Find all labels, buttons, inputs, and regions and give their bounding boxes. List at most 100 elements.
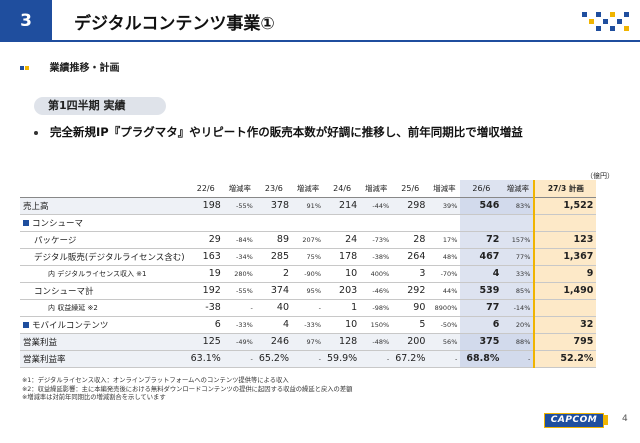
pct-cell: - [292, 350, 324, 368]
value-cell: 4 [460, 265, 503, 283]
value-cell: 374 [255, 282, 292, 300]
pct-cell [223, 214, 256, 232]
plan-cell: 52.2% [533, 350, 597, 368]
pct-header: 増減率 [223, 180, 256, 198]
pct-cell: -46% [360, 282, 393, 300]
value-cell: 90 [392, 299, 429, 317]
pct-cell: 207% [292, 231, 324, 249]
headline-text: 完全新規IP『プラグマタ』やリピート作の販売本数が好調に推移し、前年同期比で増収… [50, 125, 523, 139]
value-cell: -38 [187, 299, 224, 317]
pct-cell: -90% [292, 265, 324, 283]
plan-header: 27/3 計画 [533, 180, 597, 198]
value-cell: 467 [460, 248, 503, 266]
pct-cell: -48% [360, 333, 393, 351]
value-cell: 375 [460, 333, 503, 351]
slide-header: 3 デジタルコンテンツ事業① [0, 0, 640, 42]
row-label: 営業利益率 [20, 350, 188, 368]
value-cell: 28 [392, 231, 429, 249]
pct-cell: 88% [502, 333, 535, 351]
table-row: 内 デジタルライセンス収入 ※1 19 280% 2 -90% 10 400% 3 -70% 4 3… [20, 265, 597, 283]
value-cell: 68.8% [460, 350, 503, 368]
value-cell: 125 [187, 333, 224, 351]
pct-cell: - [360, 350, 393, 368]
pct-cell: 44% [428, 282, 461, 300]
subheading: 業績推移・計画 [20, 59, 119, 74]
plan-cell: 9 [533, 265, 597, 283]
pct-cell: -73% [360, 231, 393, 249]
value-cell: 72 [460, 231, 503, 249]
table-row: デジタル販売(デジタルライセンス含む) 163 -34% 285 75% 178 -38% 2… [20, 248, 597, 266]
pct-cell: -70% [428, 265, 461, 283]
pct-cell: - [502, 350, 535, 368]
page-number: 4 [622, 414, 628, 424]
pct-cell: 75% [292, 248, 324, 266]
value-cell: 6 [187, 316, 224, 334]
pct-cell: 157% [502, 231, 535, 249]
value-cell: 2 [255, 265, 292, 283]
value-cell: 264 [392, 248, 429, 266]
row-label: デジタル販売(デジタルライセンス含む) [20, 248, 188, 266]
pct-cell: -55% [223, 282, 256, 300]
pct-cell [360, 214, 393, 232]
headline: 完全新規IP『プラグマタ』やリピート作の販売本数が好調に推移し、前年同期比で増収… [34, 124, 523, 140]
value-cell: 285 [255, 248, 292, 266]
plan-cell: 1,522 [533, 197, 597, 215]
pct-header: 増減率 [292, 180, 324, 198]
value-cell: 24 [324, 231, 361, 249]
mosaic-decoration [582, 12, 629, 32]
value-cell: 203 [324, 282, 361, 300]
table-row: 内 収益繰延 ※2 -38-40-1 -98% 90 8900% 77 -14% [20, 299, 597, 317]
pct-cell: 20% [502, 316, 535, 334]
pct-cell: -38% [360, 248, 393, 266]
pct-cell: 8900% [428, 299, 461, 317]
pct-cell: -98% [360, 299, 393, 317]
value-cell: 59.9% [324, 350, 361, 368]
pct-cell: 33% [502, 265, 535, 283]
row-label: 内 デジタルライセンス収入 ※1 [20, 265, 188, 283]
pct-cell: -33% [223, 316, 256, 334]
value-cell: 163 [187, 248, 224, 266]
slide-title: デジタルコンテンツ事業① [74, 14, 275, 34]
footnotes: ※1：デジタルライセンス収入：オンラインプラットフォームへのコンテンツ提供等によ… [22, 377, 352, 403]
pct-cell: 77% [502, 248, 535, 266]
plan-cell: 123 [533, 231, 597, 249]
value-cell [460, 214, 503, 232]
table-header-row: 22/6 増減率 23/6 増減率 24/6 増減率 25/6 増減率 26/6 増減率 27/3 … [20, 180, 597, 198]
row-label-text: 営業利益率 [23, 354, 66, 365]
year-header: 26/6 [460, 180, 503, 198]
row-label: 営業利益 [20, 333, 188, 351]
value-cell: 214 [324, 197, 361, 215]
row-label-text: デジタル販売(デジタルライセンス含む) [34, 252, 185, 263]
pct-cell: 85% [502, 282, 535, 300]
logo-bar-icon [604, 415, 608, 425]
pct-cell: -84% [223, 231, 256, 249]
row-label: 売上高 [20, 197, 188, 215]
pct-cell: 83% [502, 197, 535, 215]
value-cell: 198 [187, 197, 224, 215]
table-row: モバイルコンテンツ 6 -33% 4 -33% 10 150% 5 -50% 6 20% 32 [20, 316, 597, 334]
pct-cell: 48% [428, 248, 461, 266]
pct-header: 増減率 [502, 180, 535, 198]
footnote: ※増減率は対前年同期比の増減割合を示しています [22, 394, 166, 401]
table-row: コンシューマ [20, 214, 597, 232]
pct-cell: 56% [428, 333, 461, 351]
value-cell: 77 [460, 299, 503, 317]
year-header: 23/6 [255, 180, 292, 198]
pct-cell: 150% [360, 316, 393, 334]
value-cell: 128 [324, 333, 361, 351]
footnote: ※1：デジタルライセンス収入：オンラインプラットフォームへのコンテンツ提供等によ… [22, 377, 289, 384]
table-row: 営業利益 125 -49% 246 97% 128 -48% 200 56% 375 88% 795 [20, 333, 597, 351]
table-row: 営業利益率 63.1% -65.2% -59.9% -67.2% -68.8% -52.2% [20, 350, 597, 368]
value-cell: 3 [392, 265, 429, 283]
pct-cell: 280% [223, 265, 256, 283]
pct-cell: 39% [428, 197, 461, 215]
value-cell: 10 [324, 316, 361, 334]
value-cell: 1 [324, 299, 361, 317]
value-cell: 29 [187, 231, 224, 249]
row-label: コンシューマ [20, 214, 188, 232]
row-label: パッケージ [20, 231, 188, 249]
pct-cell [428, 214, 461, 232]
value-cell: 5 [392, 316, 429, 334]
subheading-text: 業績推移・計画 [49, 63, 120, 74]
pct-cell: -50% [428, 316, 461, 334]
